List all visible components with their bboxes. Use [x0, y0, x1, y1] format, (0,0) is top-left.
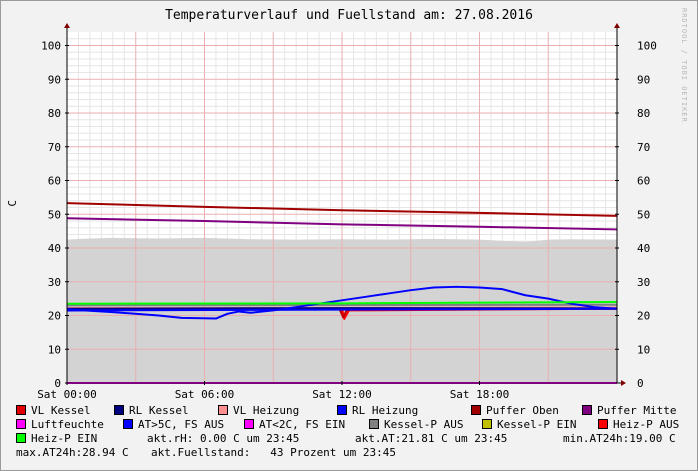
legend-swatch — [218, 405, 228, 415]
y-tick-label-right: 10 — [637, 343, 650, 356]
legend-label: Puffer Mitte — [597, 404, 677, 417]
y-tick-label-left: 90 — [48, 73, 61, 86]
y-tick-label-right: 90 — [637, 73, 650, 86]
stat-akt-rh: akt.rH: 0.00 C um 23:45 — [147, 432, 300, 445]
legend-swatch — [337, 405, 347, 415]
legend-swatch — [16, 419, 26, 429]
legend-swatch — [123, 419, 133, 429]
y-tick-label-right: 50 — [637, 208, 650, 221]
legend-label: VL Kessel — [31, 404, 91, 417]
y-tick-label-left: 50 — [48, 208, 61, 221]
legend-swatch — [16, 433, 26, 443]
legend-item-puffer-oben: Puffer Oben — [471, 404, 559, 417]
legend-item-puffer-mitte: Puffer Mitte — [582, 404, 676, 417]
legend-swatch — [482, 419, 492, 429]
x-tick-label: Sat 06:00 — [175, 388, 235, 400]
legend-item-at-2c-fs-ein: AT<2C, FS EIN — [244, 418, 345, 431]
y-tick-label-left: 10 — [48, 343, 61, 356]
legend-label: Luftfeuchte — [31, 418, 104, 431]
stat-max-at24h: max.AT24h:28.94 C — [16, 446, 129, 459]
legend-item-luftfeuchte: Luftfeuchte — [16, 418, 104, 431]
y-tick-label-left: 70 — [48, 141, 61, 154]
temperature-chart: 0 0 10 10 20 20 30 30 40 40 50 50 60 60 70 70 80 80 90 90 10… — [37, 23, 657, 400]
rrdtool-watermark: RRDTOOL / TOBI OETIKER — [680, 8, 688, 123]
chart-title: Temperaturverlauf und Fuellstand am: 27.… — [165, 8, 533, 23]
y-tick-label-right: 70 — [637, 141, 650, 154]
legend-label: AT<2C, FS EIN — [259, 418, 346, 431]
y-tick-label-right: 80 — [637, 107, 650, 120]
legend-label: VL Heizung — [233, 404, 300, 417]
y-tick-label-right: 60 — [637, 175, 650, 188]
legend-label: RL Heizung — [352, 404, 419, 417]
y-axis-arrow-right — [614, 23, 620, 28]
stat-akt-at: akt.AT:21.81 C um 23:45 — [355, 432, 508, 445]
series-line — [66, 303, 618, 307]
y-tick-label-left: 20 — [48, 310, 61, 323]
series-line — [66, 307, 618, 312]
legend-swatch — [598, 419, 608, 429]
legend-item-kessel-p-ein: Kessel-P EIN — [482, 418, 576, 431]
series-line — [66, 202, 618, 217]
y-tick-label-right: 20 — [637, 310, 650, 323]
series-line — [66, 301, 618, 305]
legend-swatch — [114, 405, 124, 415]
y-tick-label-right: 30 — [637, 276, 650, 289]
legend-item-vl-kessel: VL Kessel — [16, 404, 91, 417]
legend-swatch — [16, 405, 26, 415]
x-tick-label: Sat 12:00 — [312, 388, 372, 400]
legend-item-rl-heizung: RL Heizung — [337, 404, 418, 417]
legend-label: Puffer Oben — [486, 404, 559, 417]
legend-label: Kessel-P EIN — [497, 418, 577, 431]
legend-label: Kessel-P AUS — [384, 418, 464, 431]
y-tick-label-right: 100 — [637, 40, 657, 53]
y-axis-arrow — [64, 23, 70, 28]
legend-swatch — [471, 405, 481, 415]
series-line — [66, 217, 618, 231]
legend-label: Heiz-P EIN — [31, 432, 98, 445]
y-tick-label-left: 100 — [41, 40, 61, 53]
x-tick-label: Sat 00:00 — [37, 388, 97, 400]
legend-item-heiz-p-aus: Heiz-P AUS — [598, 418, 679, 431]
y-tick-label-left: 60 — [48, 175, 61, 188]
legend-swatch — [582, 405, 592, 415]
x-axis-arrow — [621, 380, 626, 386]
y-tick-label-right: 0 — [637, 377, 644, 390]
legend-swatch — [369, 419, 379, 429]
stat-akt-fuellstand: akt.Fuellstand: 43 Prozent um 23:45 — [151, 446, 397, 459]
legend-label: RL Kessel — [129, 404, 189, 417]
y-tick-label-left: 80 — [48, 107, 61, 120]
y-tick-label-left: 40 — [48, 242, 61, 255]
legend-item-rl-kessel: RL Kessel — [114, 404, 189, 417]
y-tick-label-left: 30 — [48, 276, 61, 289]
series-line — [66, 285, 618, 320]
y-tick-label-left: 0 — [54, 377, 61, 390]
legend-item-heiz-p-ein: Heiz-P EIN — [16, 432, 97, 445]
legend-item-at-5c-fs-aus: AT>5C, FS AUS — [123, 418, 224, 431]
stat-min-at24h: min.AT24h:19.00 C — [563, 432, 676, 445]
legend-label: Heiz-P AUS — [613, 418, 680, 431]
legend-swatch — [244, 419, 254, 429]
y-tick-label-right: 40 — [637, 242, 650, 255]
x-tick-label: Sat 18:00 — [450, 388, 510, 400]
legend-label: AT>5C, FS AUS — [138, 418, 225, 431]
legend-item-vl-heizung: VL Heizung — [218, 404, 299, 417]
legend-item-kessel-p-aus: Kessel-P AUS — [369, 418, 463, 431]
